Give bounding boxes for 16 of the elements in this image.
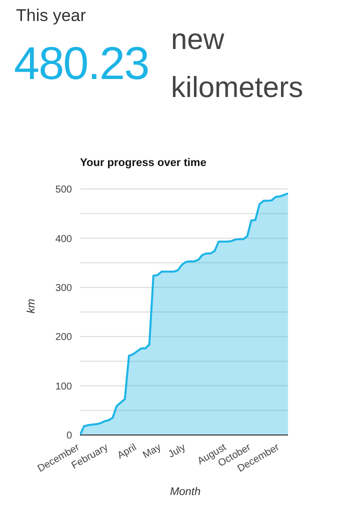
y-tick-label: 500 [55,184,72,196]
chart-title: Your progress over time [80,157,206,169]
text: 480.23 [14,36,149,90]
x-tick-label: July [166,442,188,460]
y-axis-title: km [25,298,38,314]
x-axis-title: Month [170,486,201,498]
y-tick-label: 100 [55,381,72,392]
text: This year [16,6,86,26]
x-tick-label: April [116,442,139,462]
text: new [171,24,224,57]
y-tick-label: 0 [66,430,72,442]
y-tick-label: 400 [55,234,72,245]
x-tick-label: May [141,442,164,462]
text: kilometers [171,72,304,105]
y-tick-label: 300 [55,282,72,294]
y-tick-label: 200 [55,332,72,344]
